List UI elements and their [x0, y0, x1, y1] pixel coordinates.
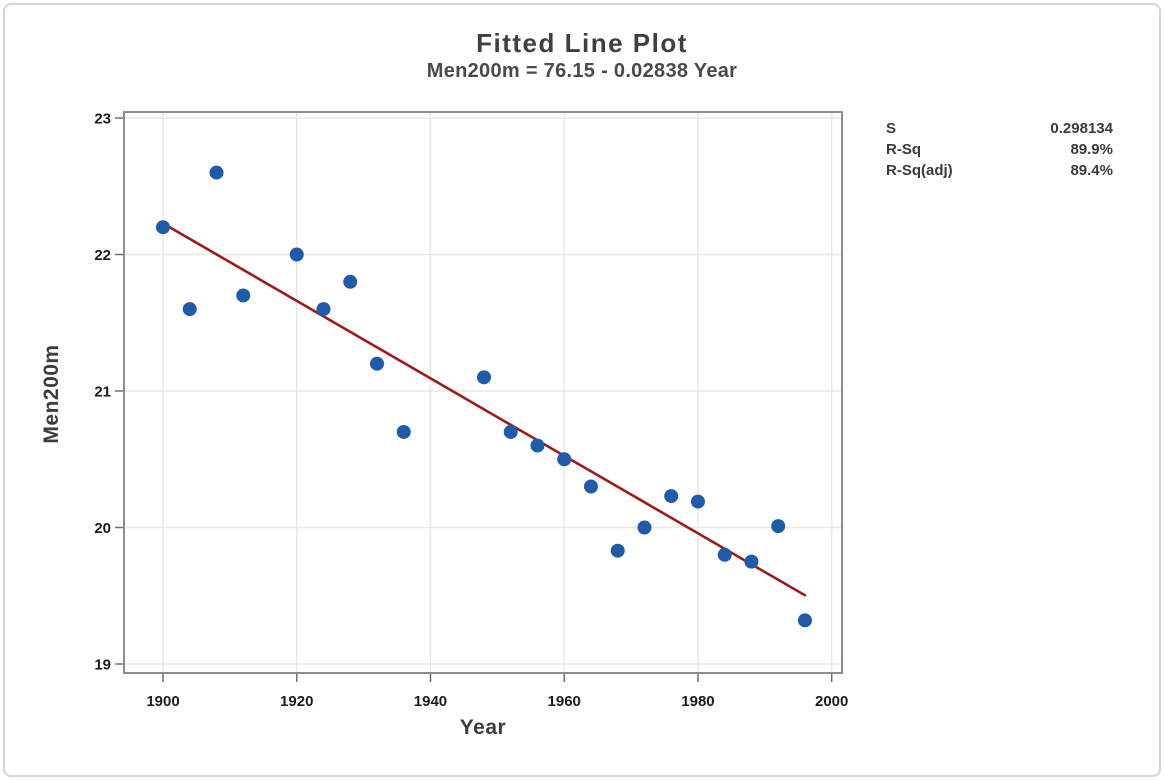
regression-stats-table: S 0.298134 R-Sq 89.9% R-Sq(adj) 89.4%	[886, 118, 1113, 181]
data-point	[209, 165, 224, 180]
data-point	[316, 302, 331, 317]
stat-label-rsq: R-Sq	[886, 141, 921, 158]
y-tick-label: 21	[94, 384, 111, 401]
title-block: Fitted Line Plot Men200m = 76.15 - 0.028…	[0, 28, 1164, 83]
data-point	[369, 356, 384, 371]
data-point	[182, 302, 197, 317]
data-point	[557, 452, 572, 467]
x-tick-label: 1920	[280, 693, 313, 710]
data-point	[343, 274, 358, 289]
chart-subtitle-equation: Men200m = 76.15 - 0.02838 Year	[426, 60, 738, 82]
data-point	[797, 613, 812, 628]
data-point	[610, 543, 625, 558]
data-point	[503, 424, 518, 439]
data-point	[771, 519, 786, 534]
data-point	[289, 247, 304, 262]
stat-value-s: 0.298134	[1050, 120, 1113, 137]
stat-label-rsq-adj: R-Sq(adj)	[886, 162, 953, 179]
y-axis-label: Men200m	[40, 344, 63, 444]
chart-title: Fitted Line Plot	[476, 28, 688, 58]
plot-frame	[123, 111, 843, 674]
y-tick-label: 19	[94, 657, 111, 674]
x-tick-label: 1960	[548, 693, 581, 710]
data-point	[744, 554, 759, 569]
data-point	[476, 370, 491, 385]
data-point	[236, 288, 251, 303]
stat-row-rsq: R-Sq 89.9%	[886, 139, 1113, 160]
y-tick-label: 23	[94, 111, 111, 128]
stat-value-rsq-adj: 89.4%	[1070, 162, 1113, 179]
x-tick-label: 1980	[681, 693, 714, 710]
x-tick-label: 2000	[815, 693, 848, 710]
stat-row-rsq-adj: R-Sq(adj) 89.4%	[886, 160, 1113, 181]
stat-label-s: S	[886, 120, 897, 137]
data-point	[156, 220, 170, 235]
data-point	[690, 494, 705, 509]
stat-row-s: S 0.298134	[886, 118, 1113, 139]
data-point	[396, 424, 411, 439]
stat-value-rsq: 89.9%	[1070, 141, 1113, 158]
data-point	[583, 479, 598, 494]
data-point	[717, 547, 732, 562]
data-point	[530, 438, 545, 453]
data-point	[637, 520, 652, 535]
fit-line	[161, 222, 807, 597]
y-tick-label: 22	[94, 247, 111, 264]
x-tick-label: 1900	[146, 693, 179, 710]
x-axis-label: Year	[459, 716, 507, 739]
y-tick-label: 20	[94, 520, 111, 537]
data-point	[664, 489, 679, 504]
x-tick-label: 1940	[414, 693, 447, 710]
